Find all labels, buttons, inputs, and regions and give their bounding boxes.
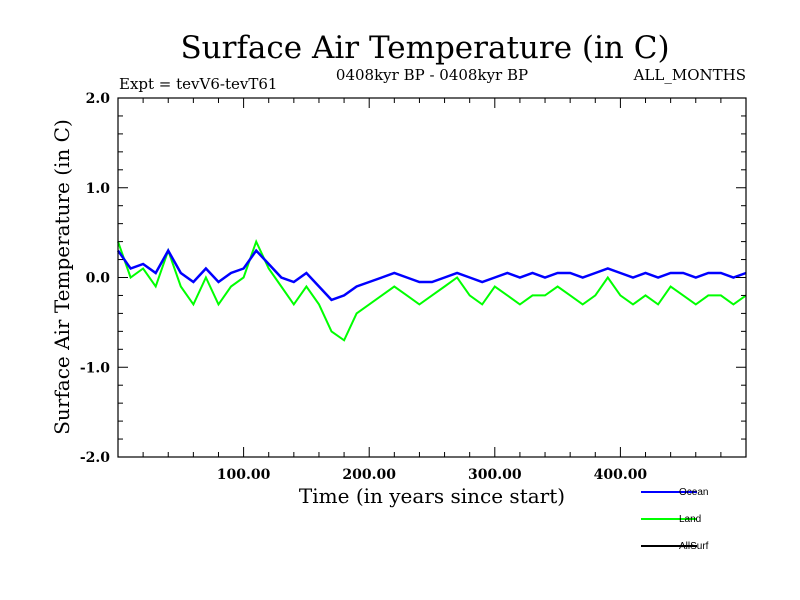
legend-label-ocean: Ocean	[679, 487, 708, 498]
chart-title: Surface Air Temperature (in C)	[180, 30, 669, 66]
y-tick-label: 1.0	[86, 181, 111, 197]
series-line-ocean	[116, 248, 747, 302]
x-tick-label: 400.00	[594, 467, 648, 483]
y-axis-label: Surface Air Temperature (in C)	[50, 119, 74, 435]
y-tick-label: 2.0	[86, 91, 111, 107]
series-line-land	[117, 238, 747, 342]
plot-frame	[117, 97, 747, 458]
subtitle-center: 0408kyr BP - 0408kyr BP	[336, 66, 528, 84]
axes-layer: 100.00 200.00 300.00 400.00 -2.0 -1.0 0.0 1.0 2.…	[80, 91, 747, 483]
y-tick-label: -2.0	[80, 450, 110, 466]
series-layer	[116, 238, 747, 342]
legend-label-land: Land	[679, 514, 701, 525]
x-tick-label: 200.00	[342, 467, 396, 483]
subtitle-left: Expt = tevV6-tevT61	[119, 75, 277, 93]
y-tick-label: 0.0	[86, 271, 111, 287]
x-tick-label: 100.00	[217, 467, 271, 483]
legend-label-allsurf: AllSurf	[679, 541, 709, 552]
legend: Ocean Land AllSurf	[641, 487, 709, 552]
x-axis-label: Time (in years since start)	[299, 484, 565, 508]
y-tick-label: -1.0	[80, 360, 110, 376]
subtitle-right: ALL_MONTHS	[633, 66, 746, 84]
x-tick-label: 300.00	[468, 467, 522, 483]
